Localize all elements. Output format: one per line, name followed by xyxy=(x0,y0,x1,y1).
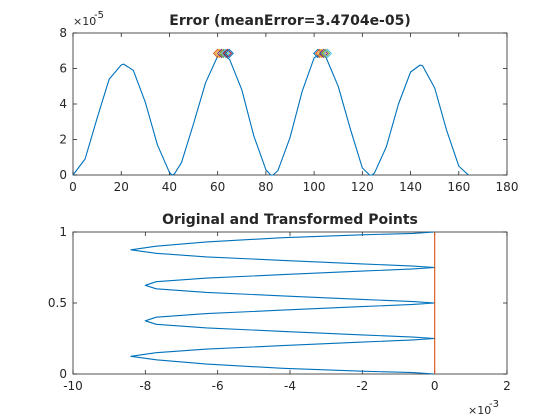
diamond-marker-10 xyxy=(318,48,329,59)
diamond-marker-5 xyxy=(222,48,233,59)
points-plot-axes: Original and Transformed Points -10 -8 -6-… xyxy=(48,212,511,417)
x-tick-label: -8 xyxy=(139,379,151,393)
y-tick-label: 0 xyxy=(59,168,67,182)
x-tick-label: 2 xyxy=(503,379,511,393)
y-tick-label: 0 xyxy=(59,367,67,381)
y-tick-label: 4 xyxy=(59,97,67,111)
x-tick-label: -2 xyxy=(356,379,368,393)
y-tick-label: 8 xyxy=(59,26,67,40)
x-tick-label: 0 xyxy=(69,180,77,194)
diamond-marker-12 xyxy=(322,48,333,59)
x-tick-label: 60 xyxy=(210,180,225,194)
x-tick-label: 140 xyxy=(399,180,422,194)
x-tick-label: 160 xyxy=(447,180,470,194)
x-tick-label: 120 xyxy=(351,180,374,194)
x-tick-label: 40 xyxy=(162,180,177,194)
y-tick-label: 2 xyxy=(59,133,67,147)
error-plot-title: Error (meanError=3.4704e-05) xyxy=(169,13,411,29)
y-tick-label: 1 xyxy=(59,225,67,239)
error-plot-data xyxy=(72,48,469,176)
points-plot-data xyxy=(130,231,436,375)
diamond-marker-4 xyxy=(220,48,231,59)
y-tick-label: 0.5 xyxy=(48,296,67,310)
x-tick-label: 180 xyxy=(496,180,519,194)
error-plot-y-exponent: ×10 -5 xyxy=(73,10,104,28)
points-plot-title: Original and Transformed Points xyxy=(162,212,418,228)
error-plot-ticks: 0 20 40 60 80 100 120 140 160 180 0 2 4 6 8 xyxy=(59,26,518,194)
x-tick-label: 20 xyxy=(114,180,129,194)
x-tick-label: 100 xyxy=(303,180,326,194)
x-tick-label: -6 xyxy=(212,379,224,393)
points-plot-ticks: -10 -8 -6 -4 -2 0 2 0 0.5 1 xyxy=(48,225,511,393)
x-tick-label: 0 xyxy=(431,379,439,393)
diamond-marker-11 xyxy=(320,48,331,59)
series-line-0 xyxy=(72,52,469,176)
x-tick-label: -10 xyxy=(63,379,83,393)
y-tick-label: 6 xyxy=(59,62,67,76)
diamond-marker-6 xyxy=(224,48,234,59)
x-tick-label: 80 xyxy=(258,180,273,194)
x-exponent-base: ×10 xyxy=(468,404,491,417)
y-exponent-base: ×10 xyxy=(73,15,96,28)
error-plot-axes: Error (meanError=3.4704e-05) ×10 -5 0 20 4… xyxy=(59,10,518,194)
y-exponent-power: -5 xyxy=(94,10,104,21)
x-tick-label: -4 xyxy=(284,379,296,393)
points-plot-x-exponent: ×10 -3 xyxy=(468,399,499,417)
x-exponent-power: -3 xyxy=(489,399,499,410)
